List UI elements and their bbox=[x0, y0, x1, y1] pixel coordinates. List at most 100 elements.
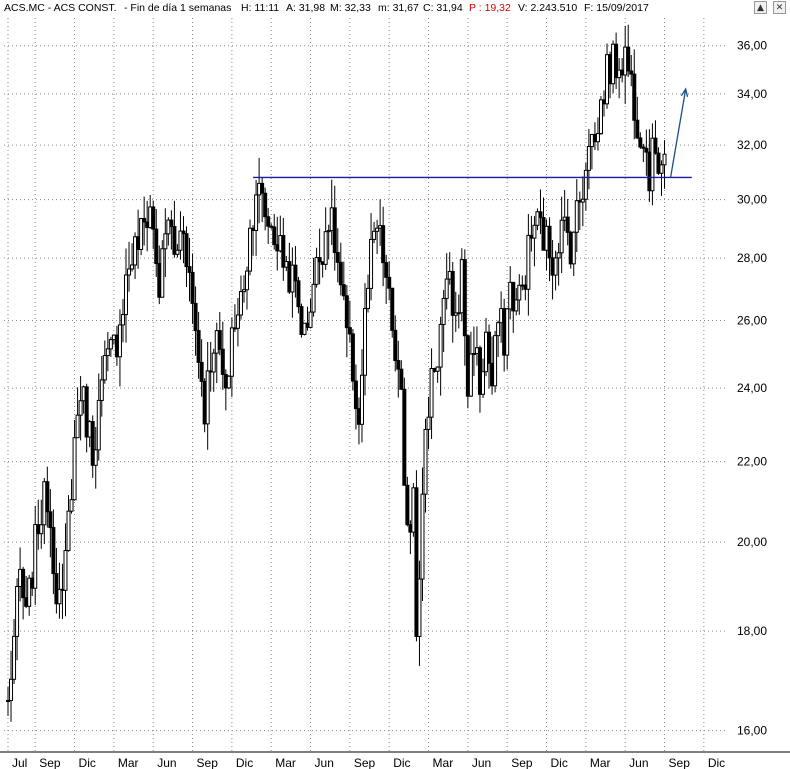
annotations bbox=[253, 87, 692, 179]
candle-body bbox=[39, 524, 44, 535]
candle-body bbox=[175, 249, 180, 255]
candle-body bbox=[363, 308, 367, 376]
candle bbox=[102, 340, 107, 384]
candle-body bbox=[260, 182, 265, 194]
candle bbox=[438, 316, 443, 396]
candle-body bbox=[381, 225, 386, 264]
candle bbox=[51, 509, 56, 595]
candle bbox=[248, 219, 253, 276]
candle-body bbox=[90, 421, 95, 466]
candle-body bbox=[517, 284, 522, 301]
candle bbox=[393, 315, 398, 372]
candle-body bbox=[27, 577, 32, 607]
candle-body bbox=[574, 200, 579, 233]
candle bbox=[626, 24, 631, 78]
candle bbox=[6, 686, 10, 716]
candle-body bbox=[326, 230, 331, 233]
candle-body bbox=[311, 283, 316, 313]
candle-body bbox=[117, 324, 122, 358]
candle-body bbox=[266, 216, 271, 227]
candle-body bbox=[487, 331, 492, 364]
candle-body bbox=[387, 276, 392, 289]
candle bbox=[238, 275, 243, 320]
candle bbox=[12, 618, 17, 684]
x-tick-label: Sep bbox=[354, 756, 376, 769]
candle-body bbox=[45, 481, 50, 513]
candle-body bbox=[127, 268, 132, 276]
period-label: - Fin de día 1 semanas bbox=[124, 2, 232, 14]
candle bbox=[311, 257, 316, 317]
open-value: A: 31,98 bbox=[286, 2, 326, 14]
axes: 16,00 18,00 20,00 22,00 24,00 26,00 28,00 30,00… bbox=[0, 39, 790, 769]
candle-body bbox=[120, 314, 125, 326]
candle bbox=[142, 196, 147, 246]
candle bbox=[317, 228, 322, 285]
candle bbox=[565, 198, 570, 246]
candle bbox=[363, 283, 367, 396]
candle-body bbox=[178, 230, 183, 251]
candle bbox=[190, 253, 195, 324]
candle-body bbox=[650, 137, 655, 192]
candle bbox=[84, 383, 89, 453]
candle bbox=[344, 285, 349, 358]
x-tick-label: Dic bbox=[236, 756, 253, 769]
candle bbox=[571, 231, 576, 277]
candle-body bbox=[598, 99, 603, 135]
candle bbox=[580, 176, 585, 227]
candle bbox=[338, 242, 343, 296]
candle bbox=[353, 364, 358, 430]
x-tick-label: Dic bbox=[551, 756, 568, 769]
candle-body bbox=[54, 573, 59, 605]
candle bbox=[653, 120, 658, 155]
candle-body bbox=[480, 371, 485, 395]
candle-body bbox=[302, 322, 307, 335]
candle-body bbox=[553, 257, 558, 276]
candle bbox=[205, 341, 210, 450]
candle bbox=[72, 420, 77, 501]
y-tick-label: 26,00 bbox=[737, 314, 767, 328]
candle-body bbox=[220, 348, 225, 375]
candle bbox=[332, 185, 337, 271]
candle-body bbox=[51, 527, 56, 575]
candle bbox=[263, 187, 268, 231]
candle-body bbox=[33, 524, 38, 589]
candle-body bbox=[196, 330, 201, 363]
candle-body bbox=[444, 278, 449, 299]
candle bbox=[511, 281, 516, 333]
candle-body bbox=[48, 511, 53, 529]
candle bbox=[375, 219, 380, 255]
candle-body bbox=[199, 361, 204, 382]
candle bbox=[260, 177, 265, 223]
candle bbox=[27, 574, 32, 616]
candle bbox=[441, 290, 446, 352]
candle-body bbox=[190, 271, 195, 304]
candle-body bbox=[263, 192, 268, 218]
candle bbox=[535, 208, 540, 231]
candle-body bbox=[187, 266, 192, 273]
candle bbox=[160, 240, 165, 298]
candle-body bbox=[139, 217, 144, 250]
x-tick-label: Mar bbox=[118, 756, 139, 769]
candle-body bbox=[359, 374, 364, 425]
candle-body bbox=[402, 388, 407, 486]
candle bbox=[387, 261, 392, 301]
candle bbox=[120, 299, 125, 343]
candle-body bbox=[184, 233, 189, 268]
candle bbox=[169, 210, 174, 250]
scroll-up-icon[interactable]: ▲ bbox=[754, 1, 767, 14]
candle bbox=[75, 387, 80, 439]
candle-body bbox=[12, 635, 17, 680]
candle-body bbox=[308, 311, 313, 328]
candle bbox=[505, 307, 510, 370]
close-icon[interactable]: ✕ bbox=[773, 1, 786, 14]
candle bbox=[108, 336, 113, 357]
candle bbox=[9, 650, 14, 722]
candle bbox=[629, 54, 634, 87]
candle bbox=[78, 376, 83, 441]
candle bbox=[48, 489, 53, 558]
candle-body bbox=[238, 291, 243, 316]
candle-body bbox=[69, 499, 74, 512]
x-tick-label: Mar bbox=[590, 756, 611, 769]
candle-body bbox=[211, 352, 216, 373]
